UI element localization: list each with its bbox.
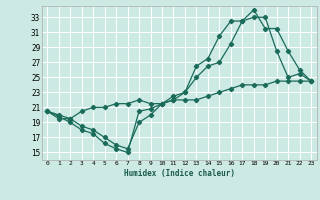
X-axis label: Humidex (Indice chaleur): Humidex (Indice chaleur) <box>124 169 235 178</box>
